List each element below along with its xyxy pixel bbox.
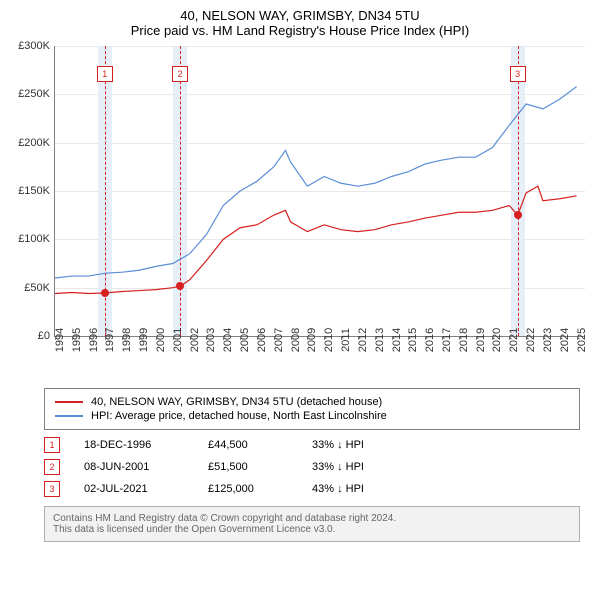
x-axis-tick-label: 2021 [508, 328, 520, 352]
plot-region: 123 [54, 46, 585, 337]
y-axis-tick-label: £100K [18, 233, 50, 245]
x-axis-tick-label: 2014 [391, 328, 403, 352]
x-axis-tick-label: 1995 [71, 328, 83, 352]
sale-delta: 43% ↓ HPI [312, 483, 364, 495]
x-axis-tick-label: 2001 [172, 328, 184, 352]
sale-date: 02-JUL-2021 [84, 483, 184, 495]
chart-subtitle: Price paid vs. HM Land Registry's House … [0, 23, 600, 42]
sale-index-box: 3 [44, 481, 60, 497]
chart-container: 40, NELSON WAY, GRIMSBY, DN34 5TU Price … [0, 0, 600, 542]
sale-row: 1 18-DEC-1996 £44,500 33% ↓ HPI [44, 434, 580, 456]
x-axis-tick-label: 1997 [104, 328, 116, 352]
x-axis-tick-label: 2016 [424, 328, 436, 352]
x-axis-tick-label: 2005 [239, 328, 251, 352]
series-line [55, 87, 577, 278]
series-line [55, 186, 577, 293]
x-axis-tick-label: 2022 [525, 328, 537, 352]
y-axis-tick-label: £150K [18, 185, 50, 197]
chart-area: 123 £0 £50K £100K £150K £200K £250K £300K 1994 1… [10, 42, 590, 382]
sales-table: 1 18-DEC-1996 £44,500 33% ↓ HPI 2 08-JUN-2001… [44, 434, 580, 500]
x-axis-tick-label: 1999 [138, 328, 150, 352]
legend-swatch [55, 401, 83, 403]
x-axis-tick-label: 2024 [559, 328, 571, 352]
footer-line1: Contains HM Land Registry data © Crown c… [53, 513, 571, 524]
sale-delta: 33% ↓ HPI [312, 461, 364, 473]
x-axis-tick-label: 2000 [155, 328, 167, 352]
x-axis-tick-label: 2004 [222, 328, 234, 352]
legend-item: HPI: Average price, detached house, Nort… [55, 409, 569, 423]
x-axis-tick-label: 1994 [54, 328, 66, 352]
chart-title: 40, NELSON WAY, GRIMSBY, DN34 5TU [0, 0, 600, 23]
x-axis-tick-label: 1996 [88, 328, 100, 352]
legend-label: HPI: Average price, detached house, Nort… [91, 410, 387, 422]
y-axis-tick-label: £0 [38, 330, 50, 342]
x-axis-tick-label: 2011 [340, 328, 352, 352]
y-axis-tick-label: £250K [18, 88, 50, 100]
sale-index-box: 2 [44, 459, 60, 475]
x-axis-tick-label: 2017 [441, 328, 453, 352]
y-axis-tick-label: £200K [18, 137, 50, 149]
sale-row: 3 02-JUL-2021 £125,000 43% ↓ HPI [44, 478, 580, 500]
x-axis-tick-label: 2020 [491, 328, 503, 352]
legend-swatch [55, 415, 83, 417]
x-axis-tick-label: 2008 [290, 328, 302, 352]
sale-date: 08-JUN-2001 [84, 461, 184, 473]
sale-index-box: 1 [44, 437, 60, 453]
legend-item: 40, NELSON WAY, GRIMSBY, DN34 5TU (detac… [55, 395, 569, 409]
attribution-footer: Contains HM Land Registry data © Crown c… [44, 506, 580, 542]
chart-svg [55, 46, 585, 336]
legend-label: 40, NELSON WAY, GRIMSBY, DN34 5TU (detac… [91, 396, 382, 408]
x-axis-tick-label: 2015 [407, 328, 419, 352]
x-axis-tick-label: 2012 [357, 328, 369, 352]
x-axis-tick-label: 2019 [475, 328, 487, 352]
sale-price: £125,000 [208, 483, 288, 495]
x-axis-tick-label: 2007 [273, 328, 285, 352]
x-axis-tick-label: 2025 [576, 328, 588, 352]
x-axis-tick-label: 2013 [374, 328, 386, 352]
y-axis-tick-label: £300K [18, 40, 50, 52]
x-axis-tick-label: 2002 [189, 328, 201, 352]
x-axis-tick-label: 2003 [205, 328, 217, 352]
sale-price: £44,500 [208, 439, 288, 451]
legend: 40, NELSON WAY, GRIMSBY, DN34 5TU (detac… [44, 388, 580, 430]
x-axis-tick-label: 2009 [306, 328, 318, 352]
footer-line2: This data is licensed under the Open Gov… [53, 524, 571, 535]
x-axis-tick-label: 2018 [458, 328, 470, 352]
sale-delta: 33% ↓ HPI [312, 439, 364, 451]
sale-price: £51,500 [208, 461, 288, 473]
x-axis-tick-label: 1998 [121, 328, 133, 352]
sale-row: 2 08-JUN-2001 £51,500 33% ↓ HPI [44, 456, 580, 478]
x-axis-tick-label: 2023 [542, 328, 554, 352]
x-axis-tick-label: 2010 [323, 328, 335, 352]
x-axis-tick-label: 2006 [256, 328, 268, 352]
y-axis-tick-label: £50K [24, 282, 50, 294]
sale-date: 18-DEC-1996 [84, 439, 184, 451]
